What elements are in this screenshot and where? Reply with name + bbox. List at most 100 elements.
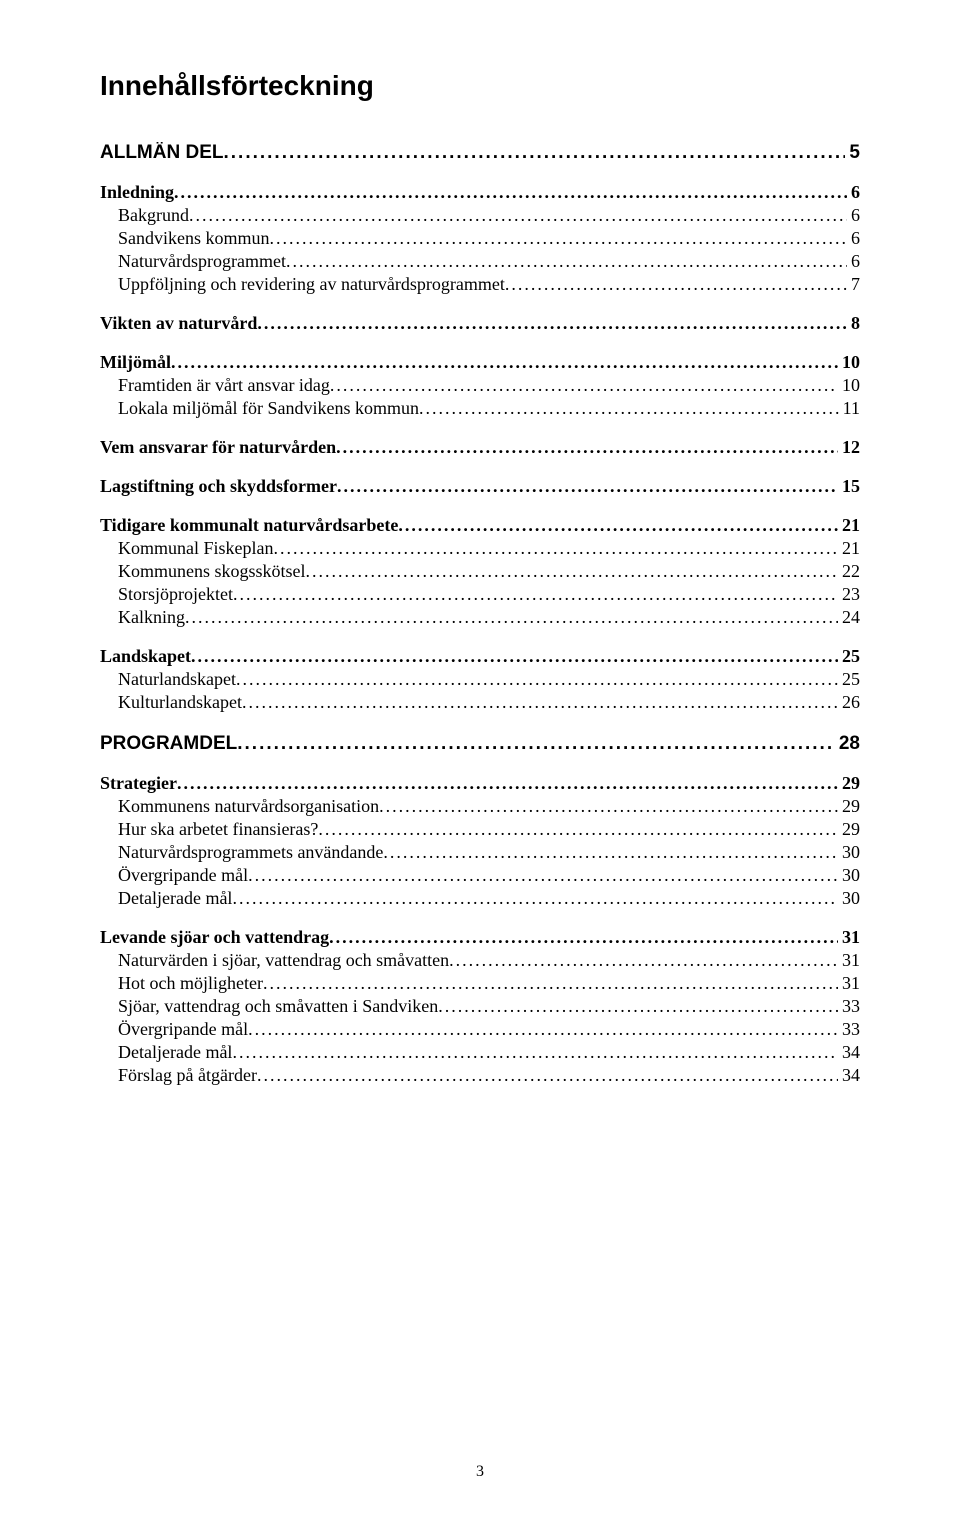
toc-page: 6 [847,251,860,272]
toc-label: Strategier [100,773,177,794]
toc-leader-dots [379,796,838,817]
toc-page: 22 [838,561,860,582]
toc-leader-dots [419,398,839,419]
toc-leader-dots [177,773,838,794]
toc-leader-dots [171,352,838,373]
toc-entry: ALLMÄN DEL 5 [100,142,860,164]
toc-page: 30 [838,888,860,909]
toc-label: ALLMÄN DEL [100,142,223,164]
toc-page: 31 [838,950,860,971]
toc-entry: Övergripande mål33 [100,1019,860,1040]
toc-label: Naturlandskapet [118,669,236,690]
toc-label: Uppföljning och revidering av naturvårds… [118,274,505,295]
toc-leader-dots [233,584,838,605]
toc-label: Naturvårdsprogrammets användande [118,842,383,863]
toc-entry: Vem ansvarar för naturvården12 [100,437,860,458]
toc-page: 33 [838,996,860,1017]
toc-page: 31 [838,927,860,948]
toc-label: Detaljerade mål [118,1042,232,1063]
toc-leader-dots [191,646,838,667]
page-number: 3 [0,1463,960,1481]
toc-leader-dots [329,927,838,948]
toc-leader-dots [232,1042,838,1063]
toc-page: 23 [838,584,860,605]
toc-entry: Naturvårdsprogrammet6 [100,251,860,272]
toc-page: 7 [847,274,860,295]
toc-page: 8 [847,313,860,334]
toc-page: 21 [838,515,860,536]
toc-label: Bakgrund [118,205,189,226]
toc-leader-dots [189,205,847,226]
toc-page: 34 [838,1065,860,1086]
toc-page: 6 [847,205,860,226]
toc-label: Kommunens skogsskötsel [118,561,306,582]
page: Innehållsförteckning ALLMÄN DEL 5 Inlednin… [0,0,960,1519]
toc-container: ALLMÄN DEL5Inledning6Bakgrund6Sandvikens… [100,142,860,1086]
toc-entry: Miljömål10 [100,352,860,373]
toc-label: Kommunal Fiskeplan [118,538,274,559]
toc-page: 6 [847,182,860,203]
toc-page: 26 [838,692,860,713]
toc-entry: Storsjöprojektet 23 [100,584,860,605]
toc-entry: Övergripande mål 30 [100,865,860,886]
toc-label: PROGRAMDEL [100,733,237,755]
toc-label: Kalkning [118,607,185,628]
toc-entry: Hur ska arbetet finansieras?29 [100,819,860,840]
toc-label: Vem ansvarar för naturvården [100,437,336,458]
toc-leader-dots [398,515,838,536]
toc-entry: Tidigare kommunalt naturvårdsarbete21 [100,515,860,536]
toc-label: Övergripande mål [118,865,248,886]
toc-label: Sjöar, vattendrag och småvatten i Sandvi… [118,996,438,1017]
toc-page: 29 [838,819,860,840]
toc-page: 25 [838,646,860,667]
toc-label: Levande sjöar och vattendrag [100,927,329,948]
toc-page: 30 [838,865,860,886]
toc-page: 10 [838,352,860,373]
toc-entry: Detaljerade mål30 [100,888,860,909]
toc-entry: Lagstiftning och skyddsformer15 [100,476,860,497]
toc-leader-dots [174,182,847,203]
toc-page: 28 [835,733,860,755]
toc-label: Förslag på åtgärder [118,1065,257,1086]
toc-entry: Framtiden är vårt ansvar idag10 [100,375,860,396]
toc-page: 5 [845,142,860,164]
toc-page: 6 [847,228,860,249]
toc-entry: Kulturlandskapet26 [100,692,860,713]
toc-leader-dots [306,561,838,582]
toc-leader-dots [336,437,838,458]
toc-label: Storsjöprojektet [118,584,233,605]
toc-entry: Detaljerade mål34 [100,1042,860,1063]
toc-leader-dots [242,692,838,713]
toc-page: 29 [838,773,860,794]
toc-entry: Vikten av naturvård 8 [100,313,860,334]
toc-entry: Sandvikens kommun6 [100,228,860,249]
toc-entry: Naturlandskapet25 [100,669,860,690]
toc-entry: Kommunens naturvårdsorganisation 29 [100,796,860,817]
toc-leader-dots [257,1065,838,1086]
page-title: Innehållsförteckning [100,70,860,102]
toc-entry: Naturvärden i sjöar, vattendrag och småv… [100,950,860,971]
toc-label: Hot och möjligheter [118,973,263,994]
toc-entry: Strategier 29 [100,773,860,794]
toc-entry: Uppföljning och revidering av naturvårds… [100,274,860,295]
toc-page: 15 [838,476,860,497]
toc-leader-dots [383,842,838,863]
toc-leader-dots [237,733,835,755]
toc-leader-dots [232,888,838,909]
toc-label: Kommunens naturvårdsorganisation [118,796,379,817]
toc-entry: Bakgrund 6 [100,205,860,226]
toc-page: 33 [838,1019,860,1040]
toc-leader-dots [318,819,838,840]
toc-leader-dots [505,274,847,295]
toc-leader-dots [248,865,838,886]
toc-page: 29 [838,796,860,817]
toc-entry: Sjöar, vattendrag och småvatten i Sandvi… [100,996,860,1017]
toc-leader-dots [236,669,838,690]
toc-entry: Kommunens skogsskötsel 22 [100,561,860,582]
toc-label: Inledning [100,182,174,203]
toc-page: 10 [838,375,860,396]
toc-label: Vikten av naturvård [100,313,257,334]
toc-leader-dots [185,607,838,628]
toc-leader-dots [274,538,839,559]
toc-leader-dots [449,950,838,971]
